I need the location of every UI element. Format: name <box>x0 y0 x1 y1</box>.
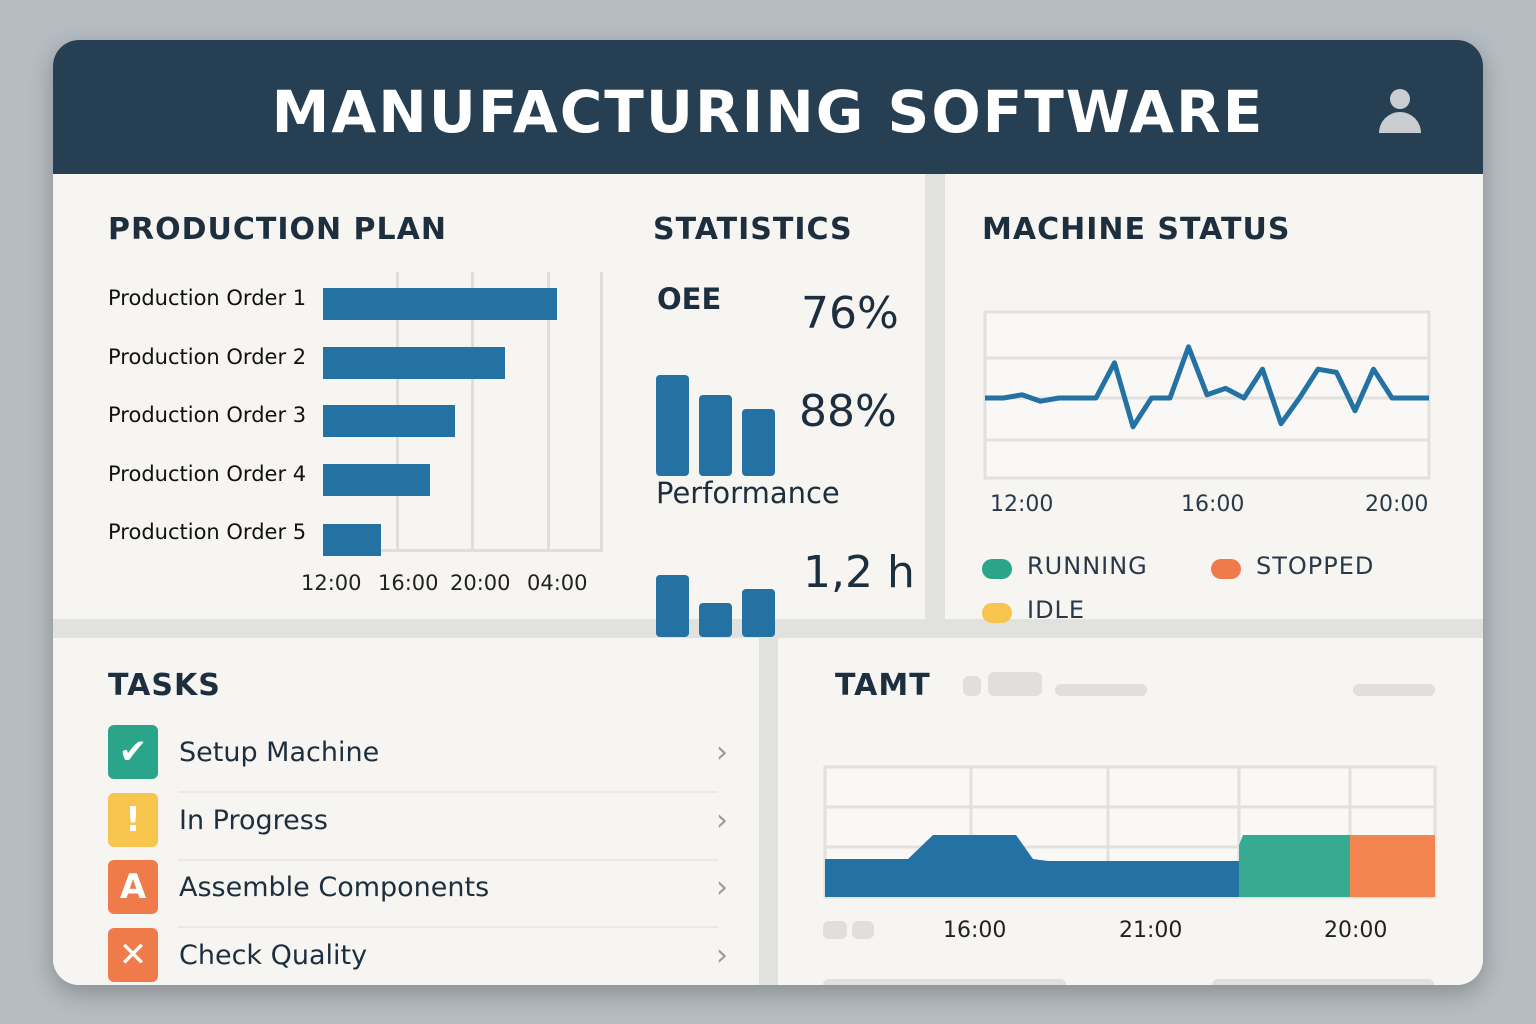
placeholder-icon <box>988 672 1042 696</box>
placeholder-icon <box>852 921 874 939</box>
check-icon: ✔ <box>108 725 158 779</box>
tamt-segment-idle-green <box>1239 835 1350 897</box>
legend-swatch-running <box>982 559 1012 579</box>
oee-bar <box>656 375 689 476</box>
production-order-bar[interactable] <box>323 405 455 437</box>
task-item[interactable]: A Assemble Components › <box>108 860 728 928</box>
tamt-segment-running <box>825 835 1239 897</box>
task-label: In Progress <box>179 804 328 836</box>
legend-label: IDLE <box>1027 596 1086 624</box>
oee-label: OEE <box>657 282 722 316</box>
production-order-bar[interactable] <box>323 524 381 556</box>
chevron-right-icon[interactable]: › <box>716 735 728 770</box>
legend-label: RUNNING <box>1027 552 1148 580</box>
legend-swatch-stopped <box>1211 559 1241 579</box>
performance-bar <box>742 588 775 637</box>
chevron-right-icon[interactable]: › <box>716 802 728 838</box>
legend-swatch-idle <box>982 603 1012 623</box>
tasks-title: TASKS <box>108 668 221 703</box>
performance-label: Performance <box>656 476 840 510</box>
task-item[interactable]: ✔ Setup Machine › <box>108 725 728 793</box>
production-order-label: Production Order 1 <box>108 286 307 310</box>
performance-bar <box>699 602 732 637</box>
production-order-label: Production Order 3 <box>108 403 307 427</box>
chevron-right-icon[interactable]: › <box>716 937 728 973</box>
tamt-axis-tick: 16:00 <box>943 918 1007 943</box>
production-plan-chart <box>323 272 603 556</box>
task-label: Check Quality <box>179 939 368 971</box>
production-plan-panel: PRODUCTION PLAN Production Order 1 Produc… <box>53 174 925 637</box>
performance-value: 1,2 h <box>803 547 915 598</box>
machine-status-chart <box>983 310 1431 480</box>
tamt-panel: TAMT 16:00 21:00 20:00 <box>778 638 1483 985</box>
machine-status-panel: MACHINE STATUS 12:00 16:00 20:00 RUNNING ST… <box>945 174 1483 624</box>
oee-value-1: 76% <box>801 288 899 339</box>
tamt-title: TAMT <box>835 668 931 703</box>
task-divider <box>178 858 718 861</box>
oee-value-2: 88% <box>799 386 897 437</box>
app-header: MANUFACTURING SOFTWARE <box>53 40 1483 174</box>
production-plan-title: PRODUCTION PLAN <box>108 212 447 247</box>
plan-axis-tick: 04:00 <box>527 571 588 595</box>
production-order-bar[interactable] <box>323 463 431 496</box>
placeholder-bar <box>1212 979 1434 985</box>
letter-a-icon: A <box>108 860 158 914</box>
oee-bar <box>742 409 775 476</box>
production-order-label: Production Order 2 <box>108 344 307 369</box>
machine-axis-tick: 12:00 <box>990 492 1054 517</box>
tamt-chart <box>823 765 1437 899</box>
task-divider <box>178 926 718 928</box>
placeholder-bar <box>1055 684 1147 696</box>
task-label: Assemble Components <box>179 872 490 903</box>
user-icon[interactable] <box>1377 86 1423 136</box>
tamt-axis-tick: 21:00 <box>1119 918 1183 943</box>
task-divider <box>178 791 718 793</box>
placeholder-icon <box>823 921 847 939</box>
tamt-segment-stopped <box>1350 835 1435 897</box>
performance-bar <box>656 575 689 637</box>
machine-axis-tick: 20:00 <box>1365 492 1429 517</box>
production-order-label: Production Order 5 <box>108 520 307 544</box>
plan-axis-tick: 20:00 <box>450 571 511 595</box>
machine-axis-tick: 16:00 <box>1181 492 1245 517</box>
placeholder-bar <box>1353 684 1435 696</box>
machine-status-title: MACHINE STATUS <box>982 212 1291 247</box>
app-title: MANUFACTURING SOFTWARE <box>271 78 1265 146</box>
task-item[interactable]: ✕ Check Quality › <box>108 927 728 986</box>
tasks-panel: TASKS ✔ Setup Machine ›! In Progress › A Assem… <box>53 638 759 985</box>
plan-axis-tick: 12:00 <box>301 571 362 595</box>
task-item[interactable]: ! In Progress › <box>108 792 728 861</box>
exclamation-icon: ! <box>108 792 158 847</box>
app-window: MANUFACTURING SOFTWARE PRODUCTION PLAN P… <box>53 40 1483 985</box>
tamt-axis-tick: 20:00 <box>1324 918 1388 943</box>
placeholder-bar <box>823 979 1066 985</box>
x-icon: ✕ <box>108 927 158 982</box>
chevron-right-icon[interactable]: › <box>716 870 728 905</box>
production-order-bar[interactable] <box>323 288 557 320</box>
machine-status-line <box>985 344 1429 430</box>
production-order-label: Production Order 4 <box>108 461 307 486</box>
statistics-title: STATISTICS <box>653 212 853 247</box>
task-label: Setup Machine <box>179 737 380 768</box>
legend-label: STOPPED <box>1256 552 1375 580</box>
plan-axis-tick: 16:00 <box>378 571 439 595</box>
production-order-bar[interactable] <box>323 346 505 379</box>
oee-bar <box>699 395 732 476</box>
placeholder-icon <box>963 676 981 696</box>
